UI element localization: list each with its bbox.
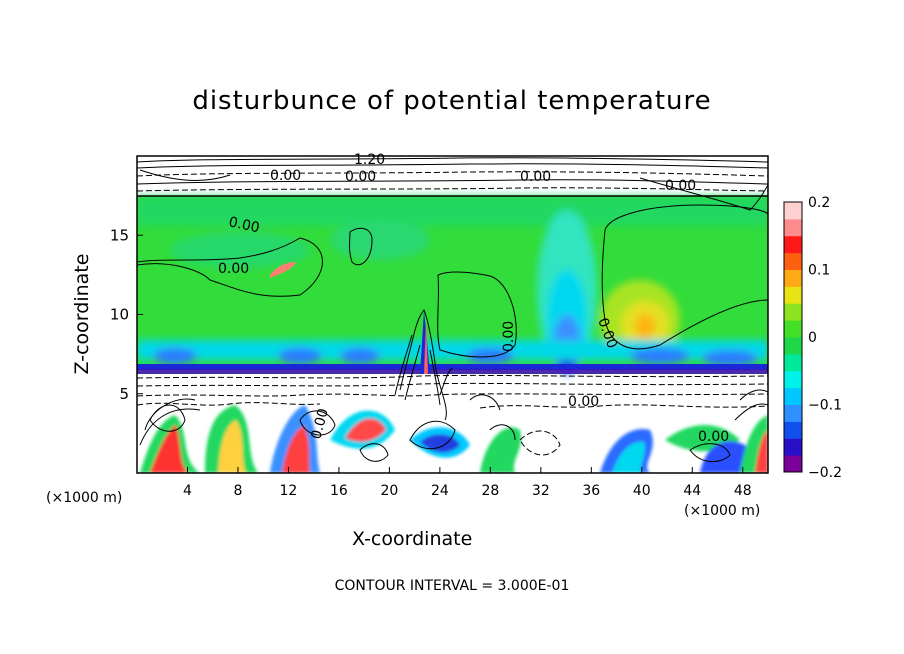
contour-label: 0.00	[270, 168, 301, 184]
y-tick-label: 15	[110, 226, 129, 244]
colorbar-swatch	[784, 370, 802, 389]
colorbar-swatch	[784, 455, 802, 473]
contour-label: 0.00	[218, 261, 249, 277]
x-tick-label: 32	[532, 483, 550, 499]
colorbar: 0.2 0.1 0 −0.1 −0.2	[783, 195, 842, 481]
y-axis: 5 10 15	[110, 226, 143, 403]
contour-interval: CONTOUR INTERVAL = 3.000E-01	[334, 578, 570, 594]
contour-label: 0.00	[345, 169, 376, 185]
colorbar-swatch	[784, 269, 802, 287]
x-tick-label: 20	[380, 483, 398, 499]
x-tick-label: 16	[330, 483, 348, 499]
colorbar-swatch	[784, 387, 802, 405]
y-tick-label: 10	[110, 306, 129, 324]
y-axis-label: Z-coordinate	[71, 253, 93, 375]
contour-label: 0.00	[308, 407, 332, 441]
contour-label: 0.00	[665, 178, 696, 194]
colorbar-swatch	[784, 286, 802, 304]
contour-label: 0.00	[698, 429, 729, 445]
colorbar-tick-label: −0.2	[808, 465, 842, 481]
y-tick-label: 5	[119, 385, 129, 403]
colorbar-tick-label: 0.2	[808, 195, 830, 211]
colorbar-tick-label: 0.1	[808, 263, 830, 279]
x-tick-label: 28	[481, 483, 499, 499]
x-unit-label: (×1000 m)	[684, 503, 761, 519]
x-axis-label: X-coordinate	[352, 528, 473, 550]
x-tick-label: 48	[734, 483, 752, 499]
x-tick-label: 44	[683, 483, 701, 499]
contour-label: 0.00	[520, 169, 551, 185]
x-tick-label: 40	[633, 483, 651, 499]
x-axis: 4 8 12 16 20 24 28 32 36 40 44 48	[183, 467, 752, 499]
chart-title: disturbunce of potential temperature	[192, 86, 712, 116]
x-tick-label: 36	[582, 483, 600, 499]
colorbar-swatch	[784, 438, 802, 456]
colorbar-frame	[783, 201, 803, 473]
x-tick-label: 8	[233, 483, 242, 499]
x-tick-label: 24	[431, 483, 449, 499]
colorbar-tick-label: 0	[808, 330, 817, 346]
colorbar-swatch	[784, 421, 802, 439]
colorbar-swatch	[784, 303, 802, 321]
colorbar-swatch	[784, 353, 802, 372]
colorbar-swatch	[784, 252, 802, 270]
contour-label: 0.00	[227, 214, 261, 236]
y-unit-label: (×1000 m)	[46, 490, 123, 506]
heatmap-field	[137, 156, 768, 473]
colorbar-swatch	[784, 337, 802, 355]
colorbar-tick-label: −0.1	[808, 398, 842, 414]
contour-label: 0.00	[501, 321, 517, 352]
x-tick-label: 4	[183, 483, 192, 499]
contour-label: 1.20	[354, 152, 385, 168]
colorbar-swatch	[784, 235, 802, 254]
colorbar-swatch	[784, 218, 802, 237]
x-tick-label: 12	[280, 483, 298, 499]
colorbar-swatch	[784, 404, 802, 422]
colorbar-swatch	[784, 202, 802, 220]
contour-label: 0.00	[568, 394, 599, 410]
colorbar-swatch	[784, 320, 802, 338]
